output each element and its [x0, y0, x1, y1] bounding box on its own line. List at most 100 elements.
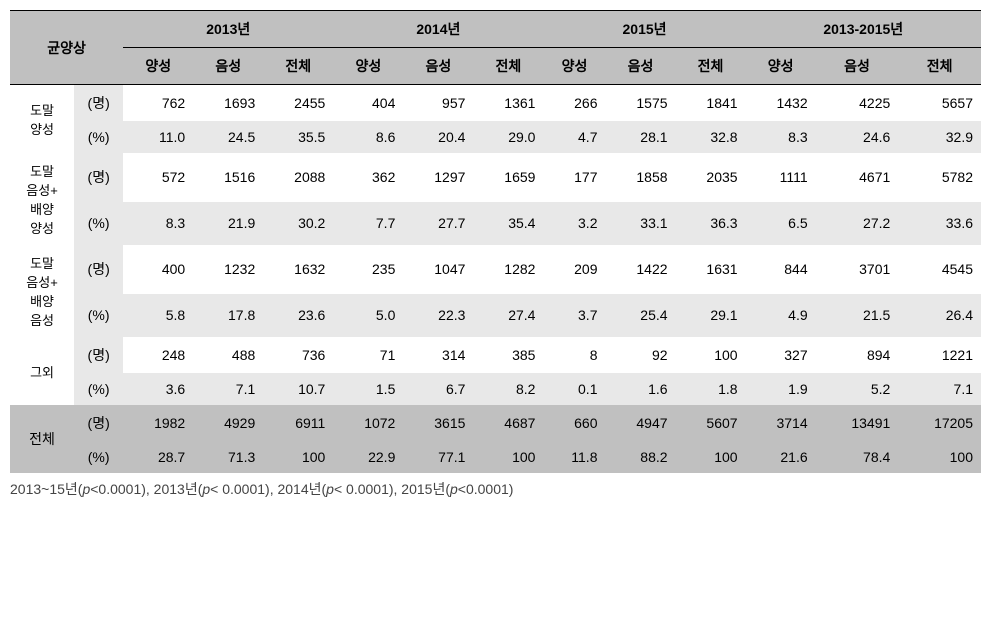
- tb-main: 균양상 2013년 2014년 2015년 2013-2015년 양성 음성 전…: [10, 10, 981, 473]
- cell-count-0-8: 1841: [676, 85, 746, 122]
- row-label-1: 도말 음성+ 배양 양성: [10, 153, 74, 245]
- cell-count-2-8: 1631: [676, 245, 746, 294]
- cell-count-0-5: 1361: [473, 85, 543, 122]
- cell-pct-3-5: 8.2: [473, 373, 543, 405]
- fn-2: < 0.0001), 2014년(: [210, 481, 326, 497]
- cell-count-0-1: 1693: [193, 85, 263, 122]
- cell-count-4-9: 3714: [746, 405, 816, 441]
- cell-count-4-6: 660: [543, 405, 605, 441]
- cell-pct-4-9: 21.6: [746, 441, 816, 473]
- cell-pct-1-5: 35.4: [473, 202, 543, 245]
- cell-pct-4-10: 78.4: [816, 441, 899, 473]
- cell-pct-3-11: 7.1: [898, 373, 981, 405]
- cell-pct-2-8: 29.1: [676, 294, 746, 337]
- cell-pct-4-11: 100: [898, 441, 981, 473]
- cell-count-3-5: 385: [473, 337, 543, 373]
- fn-4: <0.0001): [458, 481, 514, 497]
- cell-pct-1-9: 6.5: [746, 202, 816, 245]
- cell-count-1-7: 1858: [605, 153, 675, 202]
- cell-pct-2-6: 3.7: [543, 294, 605, 337]
- sub-1-0: 양성: [333, 48, 403, 85]
- hdr-y2015: 2015년: [543, 11, 745, 48]
- cell-pct-2-0: 5.8: [123, 294, 193, 337]
- cell-count-2-1: 1232: [193, 245, 263, 294]
- hdr-y2014: 2014년: [333, 11, 543, 48]
- cell-count-2-9: 844: [746, 245, 816, 294]
- row-label-2: 도말 음성+ 배양 음성: [10, 245, 74, 337]
- cell-pct-2-5: 27.4: [473, 294, 543, 337]
- cell-count-3-9: 327: [746, 337, 816, 373]
- cell-count-1-5: 1659: [473, 153, 543, 202]
- cell-pct-0-2: 35.5: [263, 121, 333, 153]
- cell-pct-0-8: 32.8: [676, 121, 746, 153]
- cell-pct-0-1: 24.5: [193, 121, 263, 153]
- cell-pct-0-3: 8.6: [333, 121, 403, 153]
- cell-count-4-0: 1982: [123, 405, 193, 441]
- cell-pct-1-1: 21.9: [193, 202, 263, 245]
- fn-1: <0.0001), 2013년(: [90, 481, 202, 497]
- cell-pct-3-8: 1.8: [676, 373, 746, 405]
- cell-count-1-9: 1111: [746, 153, 816, 202]
- cell-pct-3-3: 1.5: [333, 373, 403, 405]
- cell-count-0-6: 266: [543, 85, 605, 122]
- unit-count-3: (명): [74, 337, 123, 373]
- cell-pct-3-7: 1.6: [605, 373, 675, 405]
- cell-count-3-7: 92: [605, 337, 675, 373]
- cell-count-4-5: 4687: [473, 405, 543, 441]
- cell-pct-4-2: 100: [263, 441, 333, 473]
- cell-pct-1-4: 27.7: [403, 202, 473, 245]
- cell-count-4-8: 5607: [676, 405, 746, 441]
- sub-3-2: 전체: [898, 48, 981, 85]
- cell-pct-3-2: 10.7: [263, 373, 333, 405]
- cell-pct-0-4: 20.4: [403, 121, 473, 153]
- cell-pct-1-2: 30.2: [263, 202, 333, 245]
- cell-count-4-4: 3615: [403, 405, 473, 441]
- cell-count-0-4: 957: [403, 85, 473, 122]
- cell-pct-1-6: 3.2: [543, 202, 605, 245]
- sub-0-2: 전체: [263, 48, 333, 85]
- cell-pct-3-9: 1.9: [746, 373, 816, 405]
- cell-count-1-6: 177: [543, 153, 605, 202]
- cell-count-2-3: 235: [333, 245, 403, 294]
- cell-pct-0-9: 8.3: [746, 121, 816, 153]
- cell-count-0-10: 4225: [816, 85, 899, 122]
- cell-count-3-1: 488: [193, 337, 263, 373]
- cell-count-2-0: 400: [123, 245, 193, 294]
- cell-count-1-1: 1516: [193, 153, 263, 202]
- cell-count-1-4: 1297: [403, 153, 473, 202]
- cell-count-1-2: 2088: [263, 153, 333, 202]
- cell-count-0-9: 1432: [746, 85, 816, 122]
- cell-pct-3-4: 6.7: [403, 373, 473, 405]
- cell-pct-2-4: 22.3: [403, 294, 473, 337]
- cell-count-2-6: 209: [543, 245, 605, 294]
- unit-count-1: (명): [74, 153, 123, 202]
- cell-pct-3-6: 0.1: [543, 373, 605, 405]
- cell-count-3-6: 8: [543, 337, 605, 373]
- fn-p2: p: [326, 481, 334, 497]
- row-label-4: 전체: [10, 405, 74, 473]
- cell-pct-1-0: 8.3: [123, 202, 193, 245]
- cell-count-4-7: 4947: [605, 405, 675, 441]
- cell-count-1-0: 572: [123, 153, 193, 202]
- sub-2-0: 양성: [543, 48, 605, 85]
- cell-count-0-7: 1575: [605, 85, 675, 122]
- unit-pct-1: (%): [74, 202, 123, 245]
- cell-count-2-7: 1422: [605, 245, 675, 294]
- cell-pct-4-6: 11.8: [543, 441, 605, 473]
- cell-pct-0-0: 11.0: [123, 121, 193, 153]
- cell-pct-0-6: 4.7: [543, 121, 605, 153]
- sub-2-1: 음성: [605, 48, 675, 85]
- cell-pct-2-7: 25.4: [605, 294, 675, 337]
- unit-pct-3: (%): [74, 373, 123, 405]
- cell-count-1-3: 362: [333, 153, 403, 202]
- cell-count-3-11: 1221: [898, 337, 981, 373]
- unit-pct-4: (%): [74, 441, 123, 473]
- fn-3: < 0.0001), 2015년(: [334, 481, 450, 497]
- cell-pct-4-7: 88.2: [605, 441, 675, 473]
- cell-pct-1-10: 27.2: [816, 202, 899, 245]
- sub-1-2: 전체: [473, 48, 543, 85]
- unit-count-2: (명): [74, 245, 123, 294]
- cell-pct-2-10: 21.5: [816, 294, 899, 337]
- cell-pct-3-10: 5.2: [816, 373, 899, 405]
- cell-count-4-11: 17205: [898, 405, 981, 441]
